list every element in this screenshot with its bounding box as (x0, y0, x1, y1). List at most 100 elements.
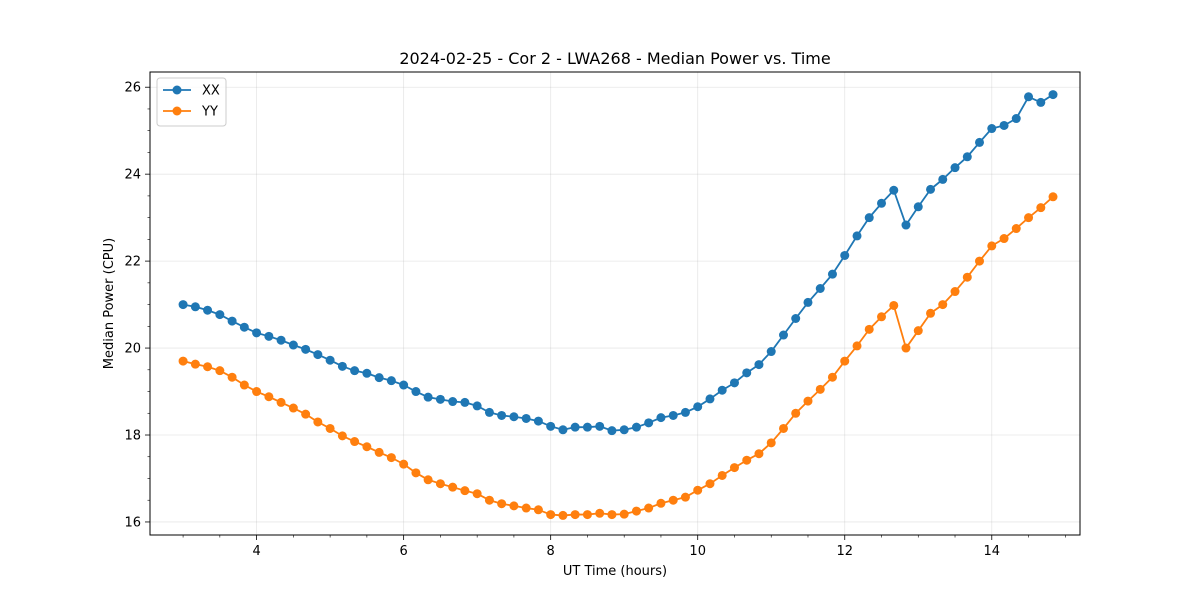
data-point-xx (1011, 114, 1021, 124)
data-point-xx (472, 401, 482, 411)
data-point-yy (325, 423, 335, 433)
data-point-yy (533, 505, 543, 515)
data-point-yy (631, 506, 641, 516)
data-point-xx (987, 124, 997, 134)
data-point-xx (301, 344, 311, 354)
data-point-yy (950, 287, 960, 297)
data-point-yy (999, 234, 1009, 244)
data-point-xx (877, 198, 887, 208)
legend-marker-yy (172, 106, 182, 116)
data-point-yy (742, 455, 752, 465)
data-point-yy (680, 492, 690, 502)
data-point-yy (374, 447, 384, 457)
data-point-xx (313, 350, 323, 360)
data-point-yy (252, 387, 262, 397)
data-point-xx (399, 380, 409, 390)
grid-layer (150, 72, 1080, 535)
data-point-yy (607, 510, 617, 520)
chart-title: 2024-02-25 - Cor 2 - LWA268 - Median Pow… (399, 49, 830, 68)
x-tick-label: 12 (836, 544, 853, 559)
plot-frame (149, 71, 1081, 536)
data-point-yy (448, 482, 458, 492)
data-point-xx (533, 416, 543, 426)
data-point-xx (729, 378, 739, 388)
data-point-yy (705, 479, 715, 489)
data-point-yy (313, 417, 323, 427)
data-point-yy (301, 409, 311, 419)
data-point-xx (631, 422, 641, 432)
data-point-xx (1036, 97, 1046, 107)
data-point-xx (509, 412, 519, 422)
data-point-xx (926, 184, 936, 194)
data-point-yy (975, 256, 985, 266)
data-point-yy (546, 510, 556, 520)
data-point-yy (509, 501, 519, 511)
x-tick-label: 6 (399, 544, 407, 559)
data-point-xx (178, 300, 188, 310)
data-point-yy (803, 396, 813, 406)
data-point-yy (460, 486, 470, 496)
data-point-xx (754, 360, 764, 370)
data-point-xx (680, 407, 690, 417)
data-point-xx (975, 137, 985, 147)
data-point-xx (950, 163, 960, 173)
data-point-xx (582, 422, 592, 432)
data-point-xx (827, 269, 837, 279)
data-point-xx (791, 313, 801, 323)
x-axis-title: UT Time (hours) (563, 564, 667, 579)
data-point-yy (1011, 224, 1021, 234)
data-point-xx (619, 425, 629, 435)
data-point-yy (877, 312, 887, 322)
data-point-yy (350, 437, 360, 447)
data-point-xx (717, 385, 727, 395)
data-point-yy (435, 479, 445, 489)
data-point-xx (668, 410, 678, 420)
data-point-yy (962, 272, 972, 282)
data-point-yy (203, 362, 213, 372)
data-point-xx (607, 426, 617, 436)
data-point-yy (558, 510, 568, 520)
data-point-yy (264, 392, 274, 402)
data-point-xx (656, 413, 666, 423)
data-point-yy (901, 343, 911, 353)
data-point-xx (227, 316, 237, 326)
data-point-yy (386, 453, 396, 463)
data-point-xx (521, 413, 531, 423)
data-point-xx (901, 220, 911, 230)
data-point-yy (484, 495, 494, 505)
data-point-yy (938, 300, 948, 310)
data-point-xx (1048, 90, 1058, 100)
data-point-xx (570, 422, 580, 432)
data-point-xx (423, 392, 433, 402)
data-point-xx (337, 361, 347, 371)
data-point-yy (791, 408, 801, 418)
data-point-xx (252, 328, 262, 338)
x-tick-label: 14 (984, 544, 1001, 559)
data-point-xx (546, 421, 556, 431)
data-point-xx (264, 331, 274, 341)
data-point-yy (239, 380, 249, 390)
data-point-yy (288, 403, 298, 413)
data-point-xx (362, 368, 372, 378)
series-layer (178, 90, 1058, 520)
data-point-yy (815, 384, 825, 394)
data-point-yy (582, 510, 592, 520)
data-point-yy (913, 326, 923, 336)
data-point-yy (497, 499, 507, 509)
data-point-yy (864, 324, 874, 334)
data-point-yy (644, 503, 654, 513)
x-tick-label: 4 (252, 544, 260, 559)
data-point-xx (276, 335, 286, 345)
data-point-xx (852, 231, 862, 241)
legend-label-yy: YY (201, 105, 218, 120)
data-point-xx (215, 310, 225, 320)
data-point-yy (276, 397, 286, 407)
data-point-yy (570, 510, 580, 520)
data-point-xx (779, 330, 789, 340)
data-point-xx (742, 368, 752, 378)
data-point-xx (644, 418, 654, 428)
data-point-xx (815, 284, 825, 294)
y-tick-label: 26 (124, 81, 141, 96)
